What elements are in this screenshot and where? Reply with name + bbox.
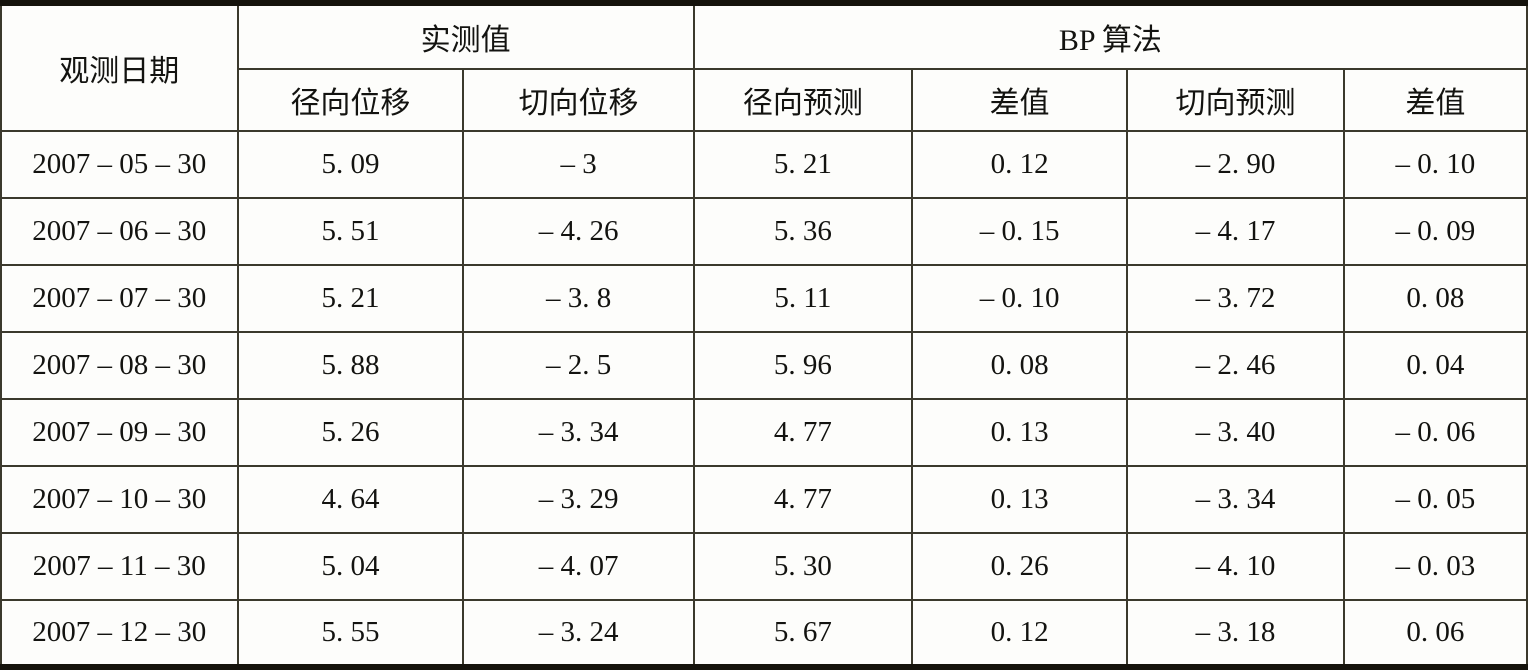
cell-radial-measured: 5. 09 (236, 130, 465, 199)
cell-tangential-predicted: – 4. 10 (1126, 532, 1345, 601)
cell-tangential-diff: 0. 04 (1342, 331, 1528, 400)
cell-radial-predicted: 5. 67 (692, 599, 913, 668)
cell-tangential-diff: – 0. 09 (1342, 197, 1528, 266)
header-tangential-diff: 差值 (1342, 68, 1528, 132)
cell-tangential-diff: – 0. 05 (1342, 465, 1528, 534)
cell-radial-measured: 5. 04 (236, 532, 465, 601)
header-radial-prediction: 径向预测 (692, 68, 913, 132)
cell-radial-measured: 5. 55 (236, 599, 465, 668)
cell-tangential-diff: – 0. 10 (1342, 130, 1528, 199)
cell-radial-predicted: 4. 77 (692, 398, 913, 467)
cell-date: 2007 – 09 – 30 (0, 398, 239, 467)
cell-tangential-measured: – 4. 26 (462, 197, 695, 266)
cell-date: 2007 – 06 – 30 (0, 197, 239, 266)
table-row: 2007 – 08 – 30 5. 88 – 2. 5 5. 96 0. 08 … (0, 331, 1528, 400)
cell-tangential-predicted: – 2. 90 (1126, 130, 1345, 199)
cell-radial-diff: 0. 13 (910, 465, 1129, 534)
cell-radial-predicted: 5. 30 (692, 532, 913, 601)
table-row: 2007 – 06 – 30 5. 51 – 4. 26 5. 36 – 0. … (0, 197, 1528, 266)
cell-date: 2007 – 05 – 30 (0, 130, 239, 199)
cell-radial-measured: 5. 51 (236, 197, 465, 266)
cell-date: 2007 – 07 – 30 (0, 264, 239, 333)
cell-radial-diff: – 0. 15 (910, 197, 1129, 266)
cell-tangential-measured: – 3. 34 (462, 398, 695, 467)
header-group-measured: 实测值 (236, 2, 695, 70)
header-group-row: 观测日期 实测值 BP 算法 (0, 2, 1528, 132)
cell-radial-diff: 0. 12 (910, 599, 1129, 668)
header-radial-diff: 差值 (910, 68, 1129, 132)
cell-radial-measured: 5. 88 (236, 331, 465, 400)
cell-tangential-measured: – 3 (462, 130, 695, 199)
cell-tangential-predicted: – 2. 46 (1126, 331, 1345, 400)
cell-radial-diff: 0. 13 (910, 398, 1129, 467)
cell-radial-predicted: 5. 11 (692, 264, 913, 333)
header-tangential-displacement: 切向位移 (462, 68, 695, 132)
cell-tangential-predicted: – 3. 34 (1126, 465, 1345, 534)
header-radial-displacement: 径向位移 (236, 68, 465, 132)
cell-tangential-measured: – 3. 8 (462, 264, 695, 333)
cell-date: 2007 – 10 – 30 (0, 465, 239, 534)
cell-radial-measured: 4. 64 (236, 465, 465, 534)
table-row: 2007 – 07 – 30 5. 21 – 3. 8 5. 11 – 0. 1… (0, 264, 1528, 333)
cell-tangential-diff: 0. 06 (1342, 599, 1528, 668)
cell-radial-predicted: 5. 96 (692, 331, 913, 400)
cell-tangential-measured: – 3. 24 (462, 599, 695, 668)
cell-tangential-measured: – 2. 5 (462, 331, 695, 400)
cell-tangential-predicted: – 3. 40 (1126, 398, 1345, 467)
cell-date: 2007 – 08 – 30 (0, 331, 239, 400)
cell-radial-diff: 0. 08 (910, 331, 1129, 400)
cell-tangential-predicted: – 4. 17 (1126, 197, 1345, 266)
cell-radial-predicted: 5. 21 (692, 130, 913, 199)
cell-radial-measured: 5. 26 (236, 398, 465, 467)
table-row: 2007 – 09 – 30 5. 26 – 3. 34 4. 77 0. 13… (0, 398, 1528, 467)
cell-tangential-diff: – 0. 06 (1342, 398, 1528, 467)
cell-tangential-measured: – 4. 07 (462, 532, 695, 601)
header-group-bp-algorithm: BP 算法 (692, 2, 1528, 70)
cell-tangential-diff: – 0. 03 (1342, 532, 1528, 601)
table-row: 2007 – 10 – 30 4. 64 – 3. 29 4. 77 0. 13… (0, 465, 1528, 534)
cell-tangential-measured: – 3. 29 (462, 465, 695, 534)
cell-tangential-predicted: – 3. 72 (1126, 264, 1345, 333)
header-observation-date: 观测日期 (0, 2, 239, 132)
table-row: 2007 – 05 – 30 5. 09 – 3 5. 21 0. 12 – 2… (0, 130, 1528, 199)
table-row: 2007 – 12 – 30 5. 55 – 3. 24 5. 67 0. 12… (0, 599, 1528, 668)
cell-radial-diff: 0. 12 (910, 130, 1129, 199)
cell-radial-measured: 5. 21 (236, 264, 465, 333)
header-tangential-prediction: 切向预测 (1126, 68, 1345, 132)
table-row: 2007 – 11 – 30 5. 04 – 4. 07 5. 30 0. 26… (0, 532, 1528, 601)
header-sub-row: 径向位移 切向位移 径向预测 差值 切向预测 差值 (1, 68, 1528, 132)
cell-date: 2007 – 11 – 30 (0, 532, 239, 601)
cell-radial-diff: 0. 26 (910, 532, 1129, 601)
cell-radial-predicted: 5. 36 (692, 197, 913, 266)
cell-radial-diff: – 0. 10 (910, 264, 1129, 333)
cell-tangential-diff: 0. 08 (1342, 264, 1528, 333)
cell-tangential-predicted: – 3. 18 (1126, 599, 1345, 668)
cell-radial-predicted: 4. 77 (692, 465, 913, 534)
cell-date: 2007 – 12 – 30 (0, 599, 239, 668)
